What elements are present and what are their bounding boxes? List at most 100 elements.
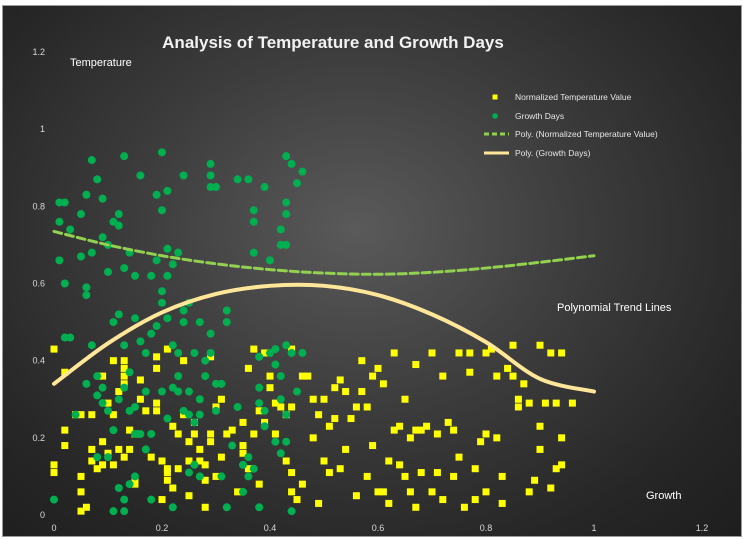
temperature-point	[88, 457, 96, 465]
growth-point	[282, 437, 291, 446]
growth-point	[195, 318, 204, 327]
temperature-point	[239, 442, 247, 450]
temperature-point	[552, 465, 560, 473]
temperature-point	[390, 426, 398, 434]
growth-point	[104, 406, 112, 415]
temperature-point	[417, 469, 425, 477]
y-tick-label: 0.2	[32, 433, 45, 443]
temperature-point	[212, 472, 220, 480]
growth-point	[147, 495, 156, 504]
temperature-point	[185, 492, 193, 500]
growth-point	[190, 460, 199, 469]
temperature-point	[450, 472, 458, 480]
temperature-point	[109, 461, 117, 469]
growth-point	[212, 183, 220, 192]
growth-point	[179, 171, 188, 180]
growth-point	[276, 449, 285, 458]
temperature-point	[455, 453, 463, 461]
growth-point	[120, 495, 129, 504]
growth-point	[271, 437, 280, 446]
growth-point	[87, 248, 96, 257]
temperature-point	[266, 384, 274, 392]
growth-point	[249, 206, 258, 215]
temperature-point	[320, 457, 328, 465]
temperature-point	[115, 445, 123, 453]
temperature-point	[77, 488, 85, 496]
chart-frame: Analysis of Temperature and Growth Days …	[2, 5, 742, 537]
growth-point	[158, 287, 166, 296]
y-tick-label: 1.2	[32, 47, 45, 57]
temperature-point	[315, 411, 323, 419]
legend-label: Normalized Temperature Value	[515, 92, 632, 102]
growth-point	[293, 179, 301, 188]
growth-point	[98, 399, 107, 408]
x-tick-label: 1.2	[696, 523, 709, 533]
growth-point	[152, 321, 161, 330]
growth-point	[158, 298, 166, 307]
legend-label: Poly. (Growth Days)	[515, 148, 591, 158]
temperature-point	[255, 480, 263, 488]
growth-point	[276, 372, 285, 381]
temperature-point	[547, 349, 555, 357]
growth-point	[136, 337, 145, 346]
growth-point	[93, 453, 102, 462]
temperature-point	[396, 461, 404, 469]
growth-point	[206, 348, 215, 357]
growth-point	[217, 472, 226, 481]
temperature-point	[504, 364, 512, 372]
temperature-point	[525, 399, 533, 407]
temperature-point	[509, 341, 517, 349]
growth-point	[93, 175, 102, 184]
temperature-point	[342, 388, 350, 396]
temperature-point	[271, 430, 279, 438]
growth-point	[98, 194, 107, 203]
growth-point	[158, 387, 166, 396]
temperature-point	[153, 353, 161, 361]
x-tick-label: 0.4	[264, 523, 277, 533]
temperature-point	[174, 465, 182, 473]
growth-point	[271, 345, 280, 354]
temperature-point	[498, 499, 506, 507]
temperature-point	[525, 488, 533, 496]
x-tick-label: 0.2	[156, 523, 169, 533]
trendline-annotation: Polynomial Trend Lines	[557, 302, 672, 314]
temperature-point	[185, 438, 193, 446]
temperature-point	[315, 499, 323, 507]
temperature-points	[50, 341, 576, 515]
growth-point	[179, 318, 188, 327]
temperature-point	[466, 368, 474, 376]
temperature-point	[412, 426, 420, 434]
growth-point	[298, 348, 307, 357]
temperature-point	[379, 488, 387, 496]
temperature-point	[352, 403, 360, 411]
growth-point	[136, 429, 145, 438]
temperature-point	[136, 376, 144, 384]
growth-point	[98, 233, 107, 242]
temperature-point	[207, 430, 215, 438]
growth-point	[158, 206, 166, 215]
temperature-point	[126, 426, 134, 434]
growth-point	[260, 406, 269, 415]
temperature-point	[298, 372, 306, 380]
temperature-point	[61, 426, 69, 434]
growth-point	[287, 507, 296, 516]
temperature-point	[541, 399, 549, 407]
temperature-point	[347, 415, 355, 423]
growth-point	[125, 368, 134, 377]
growth-point	[287, 159, 296, 168]
temperature-point	[460, 503, 468, 511]
temperature-point	[261, 349, 269, 357]
growth-point	[131, 472, 139, 481]
temperature-point	[50, 345, 58, 353]
growth-point	[120, 383, 129, 392]
growth-point	[190, 348, 199, 357]
growth-point	[255, 352, 264, 361]
temperature-point	[147, 453, 155, 461]
temperature-point	[174, 430, 182, 438]
temperature-point	[77, 472, 85, 480]
temperature-point	[331, 415, 339, 423]
x-tick-label: 0	[51, 523, 56, 533]
temperature-point	[207, 438, 215, 446]
growth-trendline	[52, 282, 596, 394]
temperature-point	[223, 430, 231, 438]
